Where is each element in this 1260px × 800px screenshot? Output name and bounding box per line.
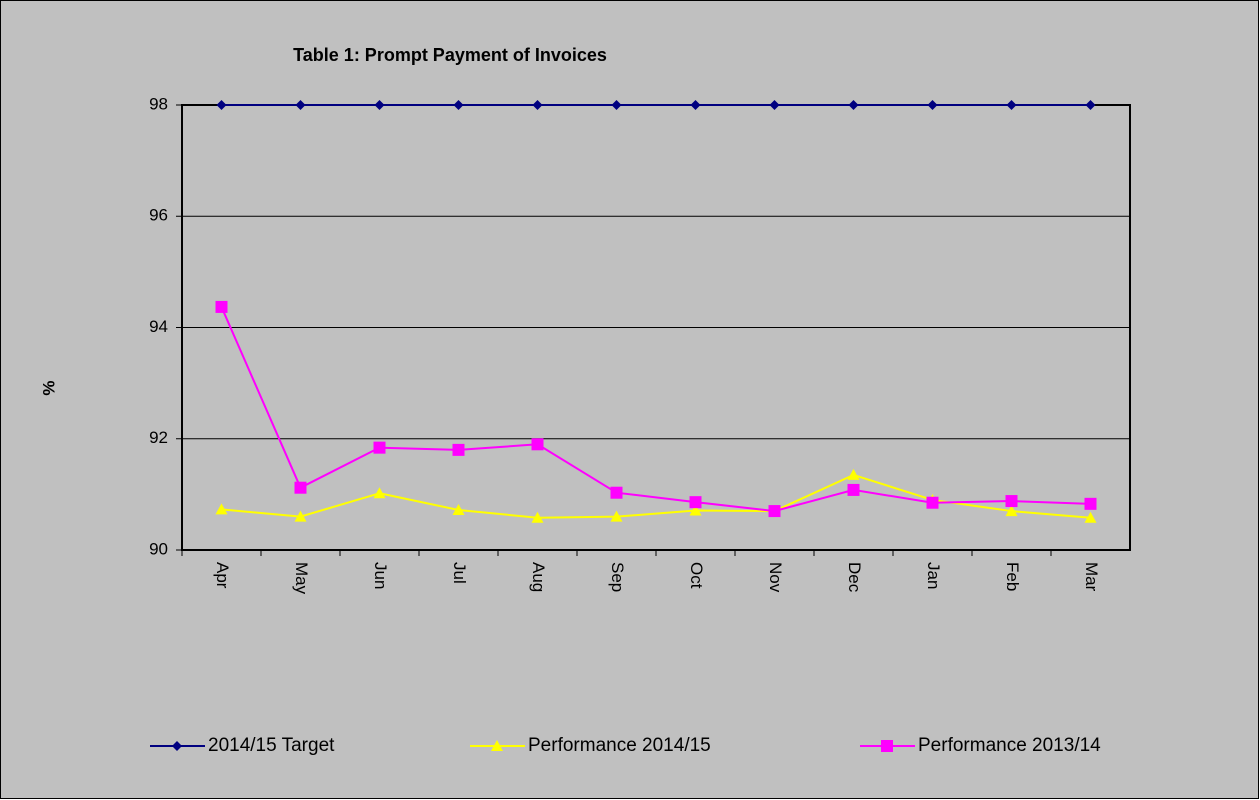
y-tick-label: 90: [149, 539, 168, 558]
marker: [610, 510, 623, 522]
x-tick-label: Feb: [1003, 562, 1022, 591]
marker: [532, 100, 543, 110]
marker: [453, 100, 464, 110]
x-tick-label: Jan: [924, 562, 943, 589]
chart-title: Table 1: Prompt Payment of Invoices: [293, 45, 607, 65]
marker: [491, 740, 503, 751]
marker: [294, 510, 307, 522]
marker: [531, 438, 544, 451]
series-line: [220, 306, 1091, 513]
marker: [1006, 100, 1017, 110]
marker: [927, 100, 938, 110]
x-tick-label: Oct: [687, 562, 706, 589]
marker: [295, 100, 306, 110]
x-tick-label: Mar: [1082, 562, 1101, 592]
y-tick-label: 98: [149, 94, 168, 113]
marker: [611, 100, 622, 110]
marker: [452, 443, 465, 456]
marker: [690, 100, 701, 110]
x-tick-label: Jun: [371, 562, 390, 589]
x-tick-label: Nov: [766, 562, 785, 593]
marker: [847, 468, 860, 480]
marker: [531, 511, 544, 523]
x-tick-label: Apr: [213, 562, 232, 589]
x-tick-label: Jul: [450, 562, 469, 584]
marker: [689, 504, 702, 516]
marker: [1084, 511, 1097, 523]
x-tick-label: May: [292, 562, 311, 595]
marker: [374, 100, 385, 110]
marker: [848, 100, 859, 110]
marker: [1005, 505, 1018, 517]
y-axis-label: %: [39, 380, 58, 395]
marker: [373, 487, 386, 499]
marker: [216, 100, 227, 110]
marker: [1005, 495, 1018, 508]
legend-label: 2014/15 Target: [208, 735, 335, 756]
legend-label: Performance 2014/15: [528, 735, 711, 756]
marker: [215, 503, 228, 515]
y-tick-label: 92: [149, 428, 168, 447]
x-tick-label: Aug: [529, 562, 548, 592]
marker: [926, 496, 939, 509]
marker: [689, 496, 702, 509]
y-tick-label: 94: [149, 317, 168, 336]
marker: [847, 483, 860, 496]
legend-label: Performance 2013/14: [918, 735, 1101, 756]
x-tick-label: Sep: [608, 562, 627, 592]
marker: [1085, 100, 1096, 110]
y-tick-label: 96: [149, 206, 168, 225]
marker: [768, 505, 781, 518]
marker: [1084, 497, 1097, 510]
marker: [172, 741, 182, 751]
x-tick-label: Dec: [845, 562, 864, 593]
marker: [769, 100, 780, 110]
marker: [881, 740, 893, 752]
marker: [294, 481, 307, 494]
marker: [215, 300, 228, 313]
marker: [452, 503, 465, 515]
marker: [373, 441, 386, 454]
marker: [610, 486, 623, 499]
